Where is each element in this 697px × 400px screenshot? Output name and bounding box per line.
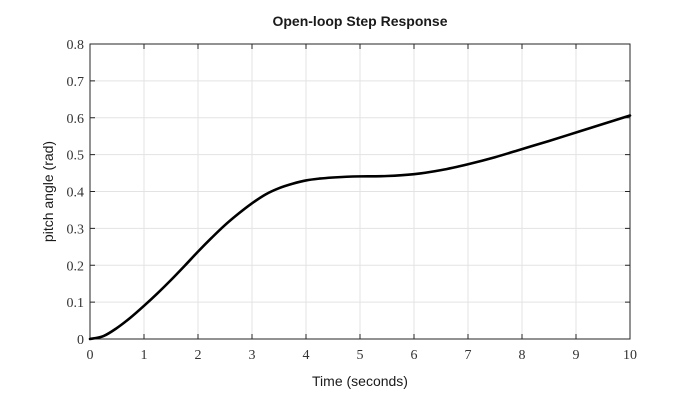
x-tick-label: 0: [87, 348, 94, 363]
series-line: [88, 114, 632, 341]
x-tick-label: 10: [623, 348, 637, 363]
x-tick-label: 7: [465, 348, 472, 363]
series-layer: [88, 114, 632, 341]
y-tick-label: 0.6: [67, 112, 85, 127]
x-tick-label: 1: [141, 348, 148, 363]
axis-ticks: 0 1 2 3 4 5 6 7 8 9 10 0 0.1 0.2 0.3 0.4 0.5 0.6 0.7 0.8: [67, 38, 638, 363]
x-tick-label: 4: [303, 348, 310, 363]
y-tick-label: 0.1: [67, 296, 85, 311]
y-tick-label: 0.3: [67, 222, 85, 237]
y-tick-label: 0: [77, 333, 84, 348]
y-tick-label: 0.4: [67, 186, 85, 201]
x-tick-label: 8: [519, 348, 526, 363]
x-tick-label: 5: [357, 348, 364, 363]
x-tick-label: 2: [195, 348, 202, 363]
y-tick-label: 0.2: [67, 259, 85, 274]
x-tick-label: 3: [249, 348, 256, 363]
y-tick-label: 0.5: [67, 149, 85, 164]
x-axis-label: Time (seconds): [312, 373, 408, 389]
y-tick-label: 0.7: [67, 75, 85, 90]
chart-title: Open-loop Step Response: [272, 13, 447, 29]
y-axis-label: pitch angle (rad): [40, 141, 56, 242]
y-tick-label: 0.8: [67, 38, 85, 53]
x-tick-label: 9: [573, 348, 580, 363]
x-tick-label: 6: [411, 348, 418, 363]
